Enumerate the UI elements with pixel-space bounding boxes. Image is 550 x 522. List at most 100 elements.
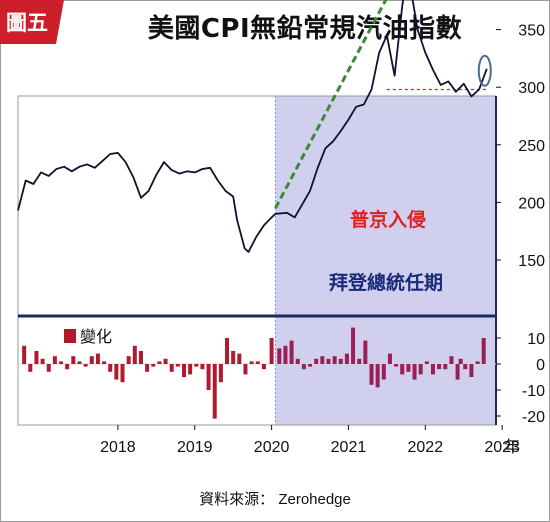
change-bar — [469, 364, 474, 377]
change-bar — [108, 364, 113, 372]
change-bar — [437, 364, 442, 370]
badge-label: 圖五 — [6, 11, 48, 35]
change-bar — [231, 351, 236, 364]
change-bar — [344, 353, 349, 364]
change-bar — [255, 361, 260, 364]
change-bar — [424, 361, 429, 364]
bottom-y-tick-label: -20 — [522, 409, 545, 426]
change-bar — [387, 353, 392, 364]
bar-legend-label: 變化 — [80, 327, 112, 346]
source-label: 資料來源： — [199, 491, 275, 508]
figure-badge: 圖五 — [0, 0, 64, 44]
change-bar — [169, 364, 174, 372]
change-bar — [188, 364, 193, 375]
bottom-y-tick-label: -10 — [522, 383, 545, 400]
change-bar — [394, 364, 399, 367]
change-bar — [132, 345, 137, 364]
bottom-y-tick-label: 10 — [527, 331, 545, 348]
change-bar — [138, 351, 143, 364]
change-bar — [301, 364, 306, 370]
change-bar — [71, 356, 76, 364]
change-bar — [338, 358, 343, 364]
top-y-tick-label: 350 — [518, 23, 545, 40]
change-bar — [369, 364, 374, 385]
x-tick-label: 2022 — [408, 439, 444, 456]
change-bar — [28, 364, 33, 372]
top-y-tick-label: 300 — [518, 80, 545, 97]
change-bar — [194, 364, 199, 367]
change-bar — [375, 364, 380, 388]
change-bar — [218, 364, 223, 383]
change-bar — [458, 358, 463, 364]
change-bar — [363, 340, 368, 364]
change-bar — [77, 361, 82, 364]
bottom-y-tick-label: 0 — [536, 357, 545, 374]
latest-value-highlight — [477, 54, 492, 87]
change-bar — [481, 338, 486, 364]
x-tick-label: 2020 — [254, 439, 290, 456]
change-bar — [163, 358, 168, 364]
change-bar — [83, 364, 88, 367]
change-bar — [381, 364, 386, 380]
change-bar — [289, 340, 294, 364]
change-bar — [261, 364, 266, 370]
change-bar — [212, 364, 217, 419]
change-bar — [400, 364, 405, 375]
change-bar — [277, 348, 282, 364]
change-bar — [463, 364, 468, 370]
change-bar — [357, 358, 362, 364]
change-bar — [430, 364, 435, 375]
term-annotation: 拜登總統任期 — [329, 271, 443, 294]
x-tick-label: 2021 — [331, 439, 367, 456]
change-bar — [114, 364, 119, 380]
change-bar — [295, 358, 300, 364]
change-bar — [206, 364, 211, 390]
x-tick-label: 2019 — [177, 439, 213, 456]
invasion-annotation: 普京入侵 — [350, 208, 426, 231]
x-tick-label: 2018 — [100, 439, 136, 456]
change-bar — [455, 364, 460, 380]
change-bar — [237, 353, 242, 364]
change-bar — [314, 358, 319, 364]
change-bar — [200, 364, 205, 370]
change-bar — [351, 327, 356, 364]
change-bar — [120, 364, 125, 383]
change-bar — [34, 351, 39, 364]
change-bar — [418, 364, 423, 375]
top-y-tick-label: 200 — [518, 195, 545, 212]
source-line: 資料來源： Zerohedge — [0, 488, 550, 509]
change-bar — [145, 364, 150, 372]
change-bar — [95, 353, 100, 364]
change-bar — [157, 361, 162, 364]
x-axis-unit-label: 年 — [504, 437, 520, 456]
change-bar — [40, 358, 45, 364]
change-bar — [475, 361, 480, 364]
change-bar — [89, 356, 94, 364]
chart-area: 150200250300350400100-10-202018201920202… — [17, 0, 545, 456]
change-bar — [269, 338, 274, 364]
change-bar — [243, 364, 248, 375]
change-bar — [308, 364, 313, 367]
change-bar — [326, 358, 331, 364]
change-bar — [22, 345, 27, 364]
change-bar — [126, 356, 131, 364]
top-y-tick-label: 150 — [518, 253, 545, 270]
change-bar — [320, 356, 325, 364]
change-bar — [412, 364, 417, 380]
change-bar — [443, 364, 448, 370]
source-name: Zerohedge — [278, 491, 351, 508]
x-tick-label: 2023 — [484, 439, 520, 456]
change-bar — [332, 356, 337, 364]
change-bar — [52, 356, 57, 364]
change-bar — [65, 364, 70, 370]
change-bar — [151, 364, 156, 367]
gasoline-index-line — [17, 0, 488, 253]
chart-title: 美國CPI無鉛常規汽油指數 — [147, 14, 463, 44]
badge-background — [0, 0, 64, 44]
change-bar — [225, 338, 230, 364]
change-bar — [175, 364, 180, 367]
change-bar — [59, 361, 64, 364]
change-bar — [249, 361, 254, 364]
top-y-tick-label: 250 — [518, 138, 545, 155]
change-bar — [102, 361, 107, 364]
